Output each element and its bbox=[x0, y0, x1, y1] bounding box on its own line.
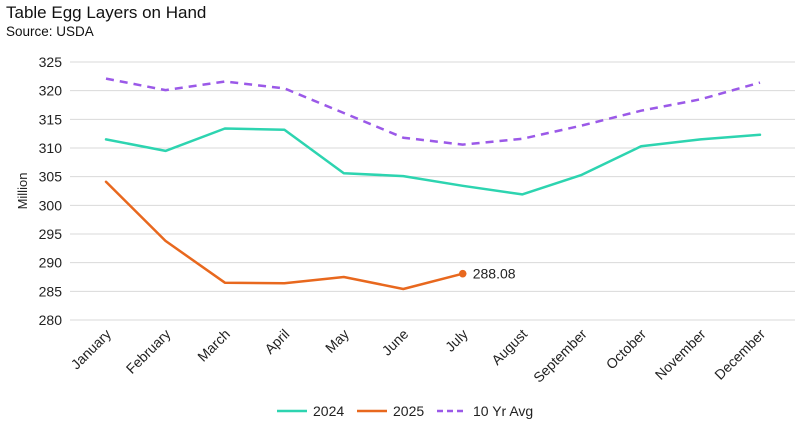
legend-label: 2025 bbox=[393, 403, 424, 419]
series-line-10-yr-avg bbox=[105, 77, 761, 146]
data-point-marker bbox=[458, 269, 467, 278]
x-tick-label: November bbox=[652, 326, 709, 383]
y-tick-label: 315 bbox=[39, 111, 63, 127]
x-axis-ticks: January February March April May June July Augu… bbox=[68, 326, 769, 386]
chart-subtitle: Source: USDA bbox=[6, 24, 94, 39]
y-tick-label: 325 bbox=[39, 54, 63, 70]
x-tick-label: July bbox=[442, 326, 471, 355]
y-tick-label: 300 bbox=[39, 197, 63, 213]
chart-title: Table Egg Layers on Hand bbox=[6, 3, 207, 22]
legend-label: 2024 bbox=[313, 403, 344, 419]
grid-lines bbox=[70, 61, 795, 321]
y-tick-label: 310 bbox=[39, 140, 63, 156]
x-tick-label: February bbox=[123, 326, 174, 377]
legend: 2024 2025 10 Yr Avg bbox=[277, 403, 533, 419]
x-tick-label: September bbox=[530, 326, 590, 386]
data-label: 288.08 bbox=[473, 266, 516, 282]
series-line-2024 bbox=[104, 127, 762, 196]
annotation-marks: 288.08 bbox=[458, 266, 516, 282]
series-line-2025 bbox=[104, 180, 464, 291]
x-tick-label: March bbox=[194, 326, 233, 365]
y-tick-label: 290 bbox=[39, 255, 63, 271]
y-tick-label: 285 bbox=[39, 283, 63, 299]
legend-label: 10 Yr Avg bbox=[473, 403, 533, 419]
x-tick-label: October bbox=[603, 326, 650, 373]
x-tick-label: May bbox=[322, 326, 352, 356]
x-tick-label: August bbox=[488, 326, 530, 368]
y-tick-label: 305 bbox=[39, 169, 63, 185]
series-lines bbox=[104, 77, 762, 291]
x-tick-label: April bbox=[261, 326, 292, 357]
y-tick-label: 280 bbox=[39, 312, 63, 328]
x-tick-label: December bbox=[711, 326, 768, 383]
y-axis-ticks: 280 285 290 295 300 305 310 315 320 325 bbox=[39, 54, 63, 328]
y-tick-label: 320 bbox=[39, 83, 63, 99]
y-axis-label: Million bbox=[15, 173, 30, 210]
y-tick-label: 295 bbox=[39, 226, 63, 242]
x-tick-label: January bbox=[68, 326, 115, 373]
x-tick-label: June bbox=[379, 326, 412, 359]
